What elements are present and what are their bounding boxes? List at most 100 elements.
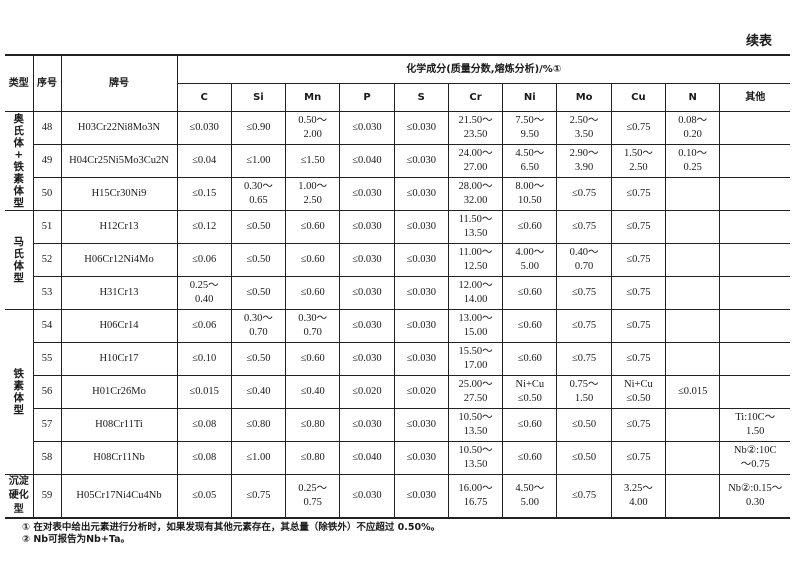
value-cell-cu: Ni+Cu ≤0.50 — [610, 375, 667, 409]
value-cell-ni: ≤0.60 — [502, 441, 558, 475]
type-cell: 奥氏体+铁素体型 — [5, 111, 34, 211]
value-cell-mn: ≤0.60 — [285, 276, 341, 310]
value-cell-s: ≤0.020 — [393, 375, 449, 409]
value-cell-si: ≤0.50 — [230, 276, 287, 310]
value-cell-n: 0.10～ 0.25 — [665, 144, 721, 178]
value-cell-other: Ti:10C～ 1.50 — [719, 408, 790, 442]
header-element-p: P — [339, 83, 395, 112]
value-cell-ni: ≤0.60 — [502, 276, 558, 310]
value-cell-s: ≤0.030 — [393, 474, 449, 519]
value-cell-p: ≤0.030 — [339, 276, 395, 310]
value-cell-ni: ≤0.60 — [502, 210, 558, 244]
table-row: 铁素体型 54 H06Cr14 ≤0.06 0.30～ 0.70 0.30～ 0.70 ≤0… — [5, 309, 790, 475]
value-cell-s: ≤0.030 — [393, 243, 449, 277]
header-seq: 序号 — [32, 54, 62, 112]
table-row: 55 H10Cr17 ≤0.10 ≤0.50 ≤0.60 ≤0.030 ≤0.030 15.5… — [5, 342, 790, 376]
continued-label: 续表 — [745, 34, 772, 49]
value-cell-p: ≤0.030 — [339, 243, 395, 277]
grade-cell: H12Cr13 — [60, 210, 178, 244]
value-cell-mn: ≤0.80 — [285, 441, 341, 475]
header-element-si: Si — [230, 83, 287, 112]
value-cell-mn: ≤0.80 — [285, 408, 341, 442]
value-cell-other — [719, 375, 790, 409]
value-cell-cu: ≤0.75 — [610, 342, 667, 376]
footnote-2: ② Nb可报告为Nb+Ta。 — [22, 534, 130, 545]
header-row-1: 类型 序号 牌号 化学成分(质量分数,熔炼分析)/%① — [5, 54, 790, 112]
value-cell-cu: ≤0.75 — [610, 408, 667, 442]
value-cell-c: ≤0.06 — [176, 243, 232, 277]
value-cell-other — [719, 342, 790, 376]
value-cell-mo: ≤0.50 — [556, 408, 612, 442]
value-cell-c: ≤0.06 — [176, 309, 232, 343]
seq-cell: 48 — [32, 111, 62, 145]
header-element-n: N — [665, 83, 721, 112]
document-body: 类型 序号 牌号 化学成分(质量分数,熔炼分析)/%① C Si Mn P S Cr Ni M… — [5, 54, 790, 546]
value-cell-s: ≤0.030 — [393, 342, 449, 376]
type-cell: 铁素体型 — [5, 309, 34, 475]
seq-cell: 56 — [33, 375, 62, 409]
table-row: 52 H06Cr12Ni4Mo ≤0.06 ≤0.50 ≤0.60 ≤0.030 ≤0.03… — [5, 243, 790, 277]
value-cell-p: ≤0.030 — [339, 408, 395, 442]
value-cell-si: ≤1.00 — [230, 441, 287, 475]
header-composition: 化学成分(质量分数,熔炼分析)/%① — [176, 54, 790, 84]
value-cell-cr: 13.00～ 15.00 — [447, 309, 504, 343]
header-element-ni: Ni — [502, 83, 558, 112]
seq-cell: 54 — [32, 309, 62, 343]
value-cell-other — [719, 243, 790, 277]
value-cell-p: ≤0.030 — [339, 210, 395, 244]
value-cell-mo: ≤0.75 — [556, 474, 612, 519]
value-cell-c: ≤0.08 — [176, 408, 232, 442]
value-cell-mo: ≤0.75 — [556, 177, 612, 211]
value-cell-n — [665, 177, 721, 211]
value-cell-ni: ≤0.60 — [502, 342, 558, 376]
value-cell-p: ≤0.030 — [339, 342, 395, 376]
value-cell-c: ≤0.10 — [176, 342, 232, 376]
value-cell-mo: ≤0.75 — [556, 210, 612, 244]
value-cell-p: ≤0.040 — [339, 144, 395, 178]
value-cell-si: ≤0.50 — [230, 243, 287, 277]
value-cell-si: ≤0.80 — [230, 408, 287, 442]
header-element-cu: Cu — [610, 83, 667, 112]
value-cell-s: ≤0.030 — [393, 177, 449, 211]
value-cell-p: ≤0.030 — [339, 309, 395, 343]
value-cell-p: ≤0.030 — [339, 111, 395, 145]
grade-cell: H31Cr13 — [60, 276, 178, 310]
type-cell: 沉淀 硬化型 — [5, 474, 34, 519]
value-cell-s: ≤0.030 — [393, 309, 449, 343]
value-cell-mo: 0.75～ 1.50 — [556, 375, 612, 409]
value-cell-si: ≤0.75 — [230, 474, 287, 519]
value-cell-si: ≤0.50 — [230, 210, 287, 244]
value-cell-other — [719, 144, 790, 178]
seq-cell: 57 — [33, 408, 62, 442]
value-cell-c: ≤0.05 — [176, 474, 232, 519]
footnotes: ① 在对表中给出元素进行分析时，如果发现有其他元素存在，其总量（除铁外）不应超过… — [5, 522, 790, 546]
value-cell-si: ≤0.90 — [230, 111, 287, 145]
header-element-c: C — [177, 83, 232, 112]
value-cell-si: ≤1.00 — [230, 144, 287, 178]
seq-cell: 59 — [32, 474, 62, 519]
value-cell-mo: ≤0.50 — [556, 441, 612, 475]
value-cell-n: ≤0.015 — [665, 375, 721, 409]
grade-cell: H04Cr25Ni5Mo3Cu2N — [60, 144, 178, 178]
value-cell-ni: ≤0.60 — [502, 309, 558, 343]
value-cell-si: ≤0.40 — [230, 375, 287, 409]
value-cell-p: ≤0.020 — [339, 375, 395, 409]
value-cell-other — [719, 276, 790, 310]
value-cell-other — [719, 177, 790, 211]
grade-cell: H06Cr14 — [60, 309, 178, 343]
value-cell-c: 0.25～ 0.40 — [176, 276, 232, 310]
value-cell-mo: 0.40～ 0.70 — [556, 243, 612, 277]
grade-cell: H10Cr17 — [60, 342, 178, 376]
value-cell-ni: 7.50～ 9.50 — [502, 111, 558, 145]
table-row: 马氏体型 51 H12Cr13 ≤0.12 ≤0.50 ≤0.60 ≤0.030 ≤0.030… — [5, 210, 790, 310]
value-cell-ni: 4.50～ 5.00 — [502, 474, 558, 519]
value-cell-cu: ≤0.75 — [610, 309, 667, 343]
value-cell-cr: 24.00～ 27.00 — [447, 144, 504, 178]
header-element-mn: Mn — [285, 83, 341, 112]
seq-cell: 50 — [33, 177, 62, 211]
value-cell-cr: 12.00～ 14.00 — [447, 276, 504, 310]
header-element-s: S — [393, 83, 449, 112]
value-cell-mn: 1.00～ 2.50 — [285, 177, 341, 211]
value-cell-p: ≤0.040 — [339, 441, 395, 475]
value-cell-n — [665, 210, 721, 244]
